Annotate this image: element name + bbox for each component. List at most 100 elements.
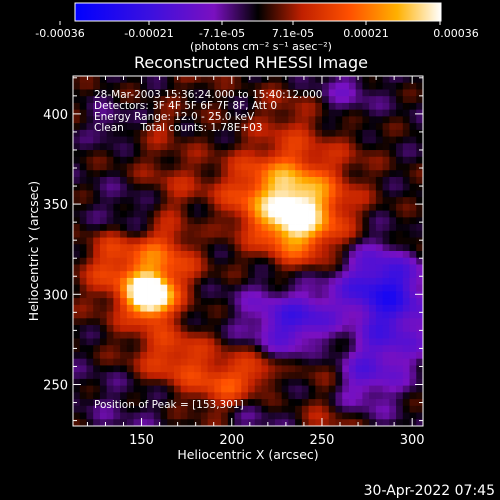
heatmap-cell xyxy=(99,82,108,90)
heatmap-cell xyxy=(322,345,330,353)
heatmap-cell xyxy=(362,76,370,84)
heatmap-cell xyxy=(295,224,303,232)
heatmap-cell xyxy=(295,210,303,218)
heatmap-cell xyxy=(234,412,242,420)
heatmap-cell xyxy=(362,190,370,198)
heatmap-cell xyxy=(147,385,155,393)
heatmap-cell xyxy=(355,378,363,387)
heatmap-cell xyxy=(416,197,424,205)
heatmap-cell xyxy=(221,392,229,400)
heatmap-cell xyxy=(355,123,363,131)
heatmap-cell xyxy=(301,325,309,333)
heatmap-cell xyxy=(214,257,222,265)
heatmap-cell xyxy=(301,284,309,292)
heatmap-cell xyxy=(79,163,87,171)
heatmap-cell xyxy=(402,82,410,90)
heatmap-cell xyxy=(200,291,209,299)
heatmap-cell xyxy=(180,419,188,427)
heatmap-cell xyxy=(315,109,323,117)
heatmap-cell xyxy=(382,298,390,306)
heatmap-cell xyxy=(248,190,256,198)
heatmap-cell xyxy=(396,311,404,319)
heatmap-cell xyxy=(362,277,370,286)
heatmap-cell xyxy=(389,136,397,144)
heatmap-cell xyxy=(268,203,276,212)
heatmap-cell xyxy=(86,129,94,137)
heatmap-cell xyxy=(342,76,350,84)
heatmap-cell xyxy=(268,271,276,279)
heatmap-cell xyxy=(207,291,215,299)
heatmap-cell xyxy=(342,190,350,198)
heatmap-cell xyxy=(221,405,229,413)
heatmap-cell xyxy=(274,264,283,272)
heatmap-cell xyxy=(369,291,377,299)
heatmap-cell xyxy=(375,176,384,185)
heatmap-cell xyxy=(126,183,134,191)
heatmap-cell xyxy=(173,116,182,124)
heatmap-cell xyxy=(200,156,209,164)
heatmap-cell xyxy=(295,197,303,205)
heatmap-cell xyxy=(133,237,141,245)
heatmap-cell xyxy=(234,237,242,245)
heatmap-cell xyxy=(113,392,121,400)
heatmap-cell xyxy=(248,197,256,205)
heatmap-cell xyxy=(315,378,323,387)
heatmap-cell xyxy=(382,123,390,131)
heatmap-cell xyxy=(315,345,323,353)
heatmap-cell xyxy=(194,271,202,279)
heatmap-cell xyxy=(180,109,188,117)
heatmap-cell xyxy=(362,217,370,225)
heatmap-cell xyxy=(382,351,390,360)
heatmap-cell xyxy=(308,143,316,151)
heatmap-cell xyxy=(194,156,202,164)
heatmap-cell xyxy=(248,419,256,427)
heatmap-cell xyxy=(221,277,229,286)
heatmap-cell xyxy=(389,331,397,339)
heatmap-cell xyxy=(396,419,404,427)
heatmap-cell xyxy=(194,96,202,104)
heatmap-cell xyxy=(73,143,81,151)
heatmap-cell xyxy=(416,331,424,339)
heatmap-cell xyxy=(416,277,424,286)
heatmap-cell xyxy=(268,123,276,131)
heatmap-cell xyxy=(274,102,283,111)
heatmap-cell xyxy=(86,143,94,151)
heatmap-cell xyxy=(93,378,101,387)
heatmap-cell xyxy=(382,257,390,265)
heatmap-cell xyxy=(153,378,161,387)
heatmap-cell xyxy=(221,183,229,191)
heatmap-cell xyxy=(126,217,134,225)
heatmap-cell xyxy=(396,203,404,212)
heatmap-cell xyxy=(348,109,357,117)
heatmap-cell xyxy=(254,318,262,326)
heatmap-cell xyxy=(173,331,182,339)
heatmap-cell xyxy=(308,89,316,97)
heatmap-cell xyxy=(207,82,215,90)
heatmap-cell xyxy=(308,123,316,131)
heatmap-cell xyxy=(73,123,81,131)
heatmap-cell xyxy=(99,136,108,144)
heatmap-cell xyxy=(322,156,330,164)
heatmap-cell xyxy=(322,251,330,259)
heatmap-cell xyxy=(281,183,289,191)
heatmap-cell xyxy=(187,351,195,360)
heatmap-cell xyxy=(389,358,397,366)
heatmap-cell xyxy=(342,338,350,346)
heatmap-cell xyxy=(147,203,155,212)
heatmap-cell xyxy=(113,230,121,238)
heatmap-cell xyxy=(126,129,134,137)
heatmap-cell xyxy=(126,76,134,84)
heatmap-cell xyxy=(409,123,417,131)
heatmap-cell xyxy=(335,298,343,306)
heatmap-cell xyxy=(187,163,195,171)
heatmap-cell xyxy=(73,331,81,339)
heatmap-cell xyxy=(126,351,134,360)
heatmap-cell xyxy=(261,291,269,299)
heatmap-cell xyxy=(254,351,262,360)
heatmap-cell xyxy=(315,318,323,326)
heatmap-cell xyxy=(79,244,87,252)
heatmap-cell xyxy=(301,89,309,97)
heatmap-cell xyxy=(396,264,404,272)
heatmap-cell xyxy=(187,76,195,84)
heatmap-cell xyxy=(126,304,134,312)
